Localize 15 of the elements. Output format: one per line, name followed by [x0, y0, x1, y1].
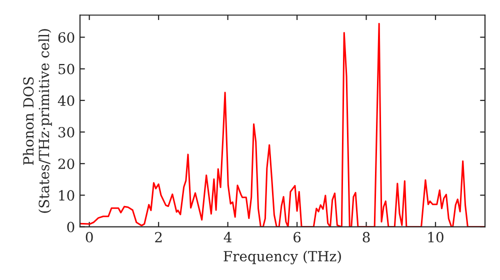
x-tick-label: 10: [428, 232, 444, 242]
x-axis-title: Frequency (THz): [224, 250, 341, 264]
y-tick-label: 50: [58, 64, 74, 74]
x-tick-label: 8: [362, 232, 370, 242]
x-tick-label: 6: [294, 232, 301, 242]
x-tick-label: 4: [224, 232, 232, 242]
y-tick-label: 60: [58, 32, 74, 43]
x-tick-label: 0: [86, 232, 93, 242]
y-tick-label: 0: [67, 222, 74, 232]
y-axis-title: Phonon DOS (States/THz·primitive cell): [22, 29, 52, 213]
x-tick-label: 2: [155, 232, 162, 242]
y-tick-label: 20: [58, 158, 74, 170]
y-tick-label: 40: [58, 95, 74, 106]
y-tick-label: 10: [59, 190, 74, 201]
y-tick-label: 30: [58, 126, 74, 138]
